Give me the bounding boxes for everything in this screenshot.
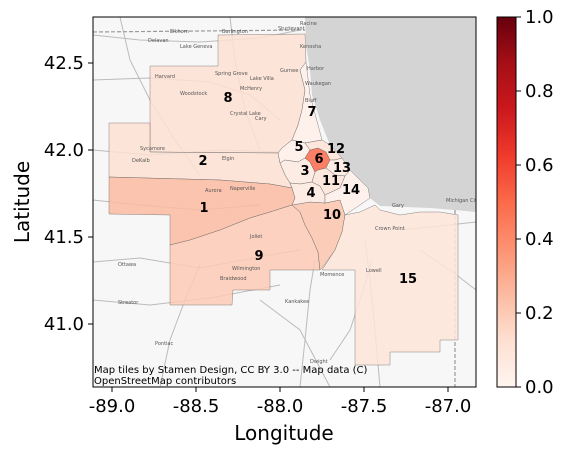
x-tick-label: -88.5 <box>173 396 220 417</box>
y-tick-label: 41.0 <box>44 314 84 335</box>
region-label-15: 15 <box>399 272 417 287</box>
colorbar: 0.0 0.2 0.4 0.6 0.8 1.0 <box>496 7 554 398</box>
colorbar-tick-label: 0.2 <box>525 303 554 324</box>
region-label-8: 8 <box>223 91 232 106</box>
region-label-7: 7 <box>307 105 316 120</box>
place-label: Elkhorn <box>170 29 189 35</box>
place-label: DeKalb <box>132 158 150 164</box>
colorbar-tick-label: 0.6 <box>525 155 554 176</box>
map-plot-area[interactable]: Elkhorn Burlington Sturtevant Racine Del… <box>93 17 480 387</box>
y-tick-label: 41.5 <box>44 227 84 248</box>
place-label: Harbor <box>307 66 325 72</box>
x-tick-label: -87.5 <box>341 396 388 417</box>
region-labels: 1 2 3 4 5 6 7 8 9 10 11 12 13 14 15 <box>198 91 417 287</box>
region-label-9: 9 <box>254 249 263 264</box>
place-label: Bluff <box>305 98 317 104</box>
colorbar-gradient <box>496 16 517 388</box>
region-14[interactable] <box>324 169 371 216</box>
attribution-line-2: OpenStreetMap contributors <box>94 376 236 387</box>
region-15[interactable] <box>321 204 459 366</box>
colorbar-tick-label: 0.0 <box>525 377 554 398</box>
place-label: Streator <box>118 300 139 306</box>
x-tick-label: -87.0 <box>425 396 472 417</box>
region-label-4: 4 <box>306 186 315 201</box>
region-label-2: 2 <box>198 154 207 169</box>
map-attribution: Map tiles by Stamen Design, CC BY 3.0 --… <box>94 365 368 387</box>
place-label: Dwight <box>310 359 328 365</box>
place-label: Aurora <box>205 188 222 194</box>
region-label-6: 6 <box>314 152 323 167</box>
place-label: Lowell <box>366 268 382 274</box>
place-label: Braidwood <box>220 276 247 282</box>
state-border <box>93 29 306 33</box>
place-label: Elgin <box>222 156 234 162</box>
y-axis-label: Latitude <box>10 161 34 243</box>
place-label: Cary <box>255 116 267 122</box>
place-label: Kenosha <box>300 44 321 50</box>
place-label: Gurnee <box>280 68 298 74</box>
y-axis: 42.5 42.0 41.5 41.0 Latitude <box>10 53 93 335</box>
place-label: Racine <box>300 21 317 27</box>
plot-frame <box>92 16 477 388</box>
colorbar-tick-label: 0.4 <box>525 229 554 250</box>
place-label: Spring Grove <box>215 71 248 77</box>
attribution-line-1: Map tiles by Stamen Design, CC BY 3.0 --… <box>94 365 368 376</box>
place-label: Burlington <box>222 29 248 35</box>
region-label-10: 10 <box>323 208 341 223</box>
place-label: Woodstock <box>180 91 207 97</box>
place-label: Lake Villa <box>250 76 274 82</box>
colorbar-tick-label: 1.0 <box>525 7 554 28</box>
place-label: Wilmington <box>232 266 260 272</box>
region-label-1: 1 <box>199 201 208 216</box>
place-label: Gary <box>392 203 404 209</box>
region-label-3: 3 <box>300 164 309 179</box>
place-label: Kankakee <box>285 299 309 305</box>
place-label: Crown Point <box>375 226 405 232</box>
region-label-14: 14 <box>342 183 360 198</box>
place-label: Momence <box>320 272 344 278</box>
place-label: Waukegan <box>305 81 331 87</box>
region-label-12: 12 <box>327 142 345 157</box>
y-tick-label: 42.0 <box>44 140 84 161</box>
region-label-11: 11 <box>322 174 340 189</box>
place-label: Pontiac <box>155 341 173 347</box>
lake-michigan <box>305 17 476 212</box>
x-axis-label: Longitude <box>234 421 333 445</box>
x-tick-label: -88.0 <box>257 396 304 417</box>
place-label: McHenry <box>240 86 262 92</box>
x-axis: -89.0 -88.5 -88.0 -87.5 -87.0 Longitude <box>89 387 472 445</box>
place-label: Sycamore <box>140 146 165 152</box>
region-label-5: 5 <box>294 140 303 155</box>
region-label-13: 13 <box>333 161 351 176</box>
place-label: Harvard <box>155 74 175 80</box>
place-label: Crystal Lake <box>230 111 261 117</box>
place-label: Naperville <box>230 186 255 192</box>
place-label: Lake Geneva <box>180 44 212 50</box>
place-label: Joliet <box>249 234 262 240</box>
colorbar-tick-label: 0.8 <box>525 81 554 102</box>
place-label: Ottawa <box>118 262 136 268</box>
place-label: Michigan City <box>446 198 480 204</box>
place-label: Sturtevant <box>278 26 305 32</box>
x-tick-label: -89.0 <box>89 396 136 417</box>
basemap-place-labels: Elkhorn Burlington Sturtevant Racine Del… <box>118 21 480 365</box>
y-tick-label: 42.5 <box>44 53 84 74</box>
place-label: Delavan <box>148 38 169 44</box>
